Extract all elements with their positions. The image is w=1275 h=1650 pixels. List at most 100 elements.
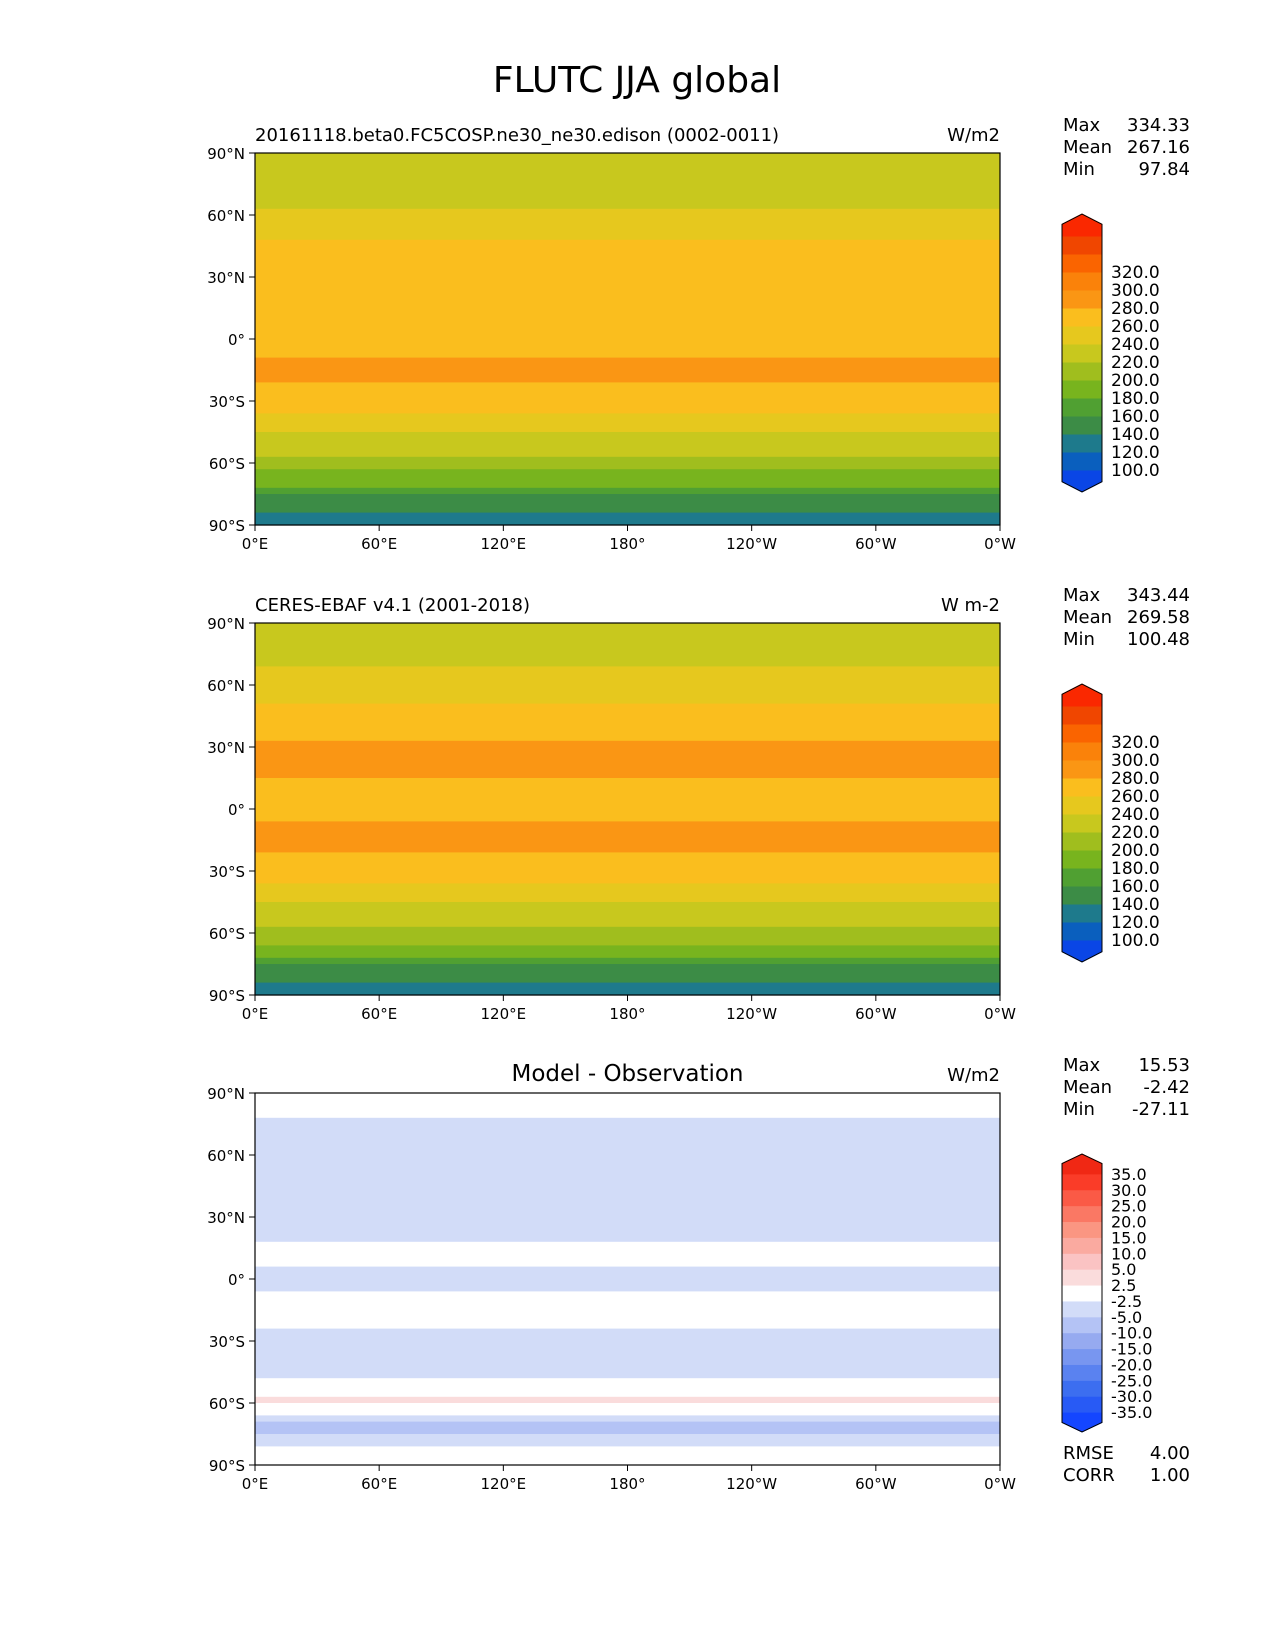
map-band [255, 1241, 1000, 1249]
colorbar-swatch [1062, 1396, 1102, 1413]
map-band [255, 159, 1000, 166]
map-band [255, 277, 1000, 284]
map-band [255, 1272, 1000, 1280]
colorbar-swatch [1062, 1253, 1102, 1270]
colorbar-tick-label: 5.0 [1111, 1260, 1136, 1279]
colorbar-swatch [1062, 760, 1102, 779]
map-band [255, 1403, 1000, 1410]
map-band [255, 635, 1000, 643]
y-tick-label: 30°N [207, 739, 245, 757]
map-band [255, 926, 1000, 934]
colorbar-swatch [1062, 380, 1102, 399]
map-band [255, 202, 1000, 210]
map-band [255, 1248, 1000, 1255]
map-band [255, 438, 1000, 445]
panel-3: Model - Observation W/m2 90°N 60°N 30°N 0° 30°… [207, 1055, 1190, 1493]
stat-label: Min [1063, 159, 1095, 180]
map-band [255, 289, 1000, 297]
panel-units: W m-2 [941, 595, 1000, 616]
map-band [255, 425, 1000, 433]
map-band [255, 363, 1000, 371]
x-tick-label: 120°W [726, 1475, 777, 1493]
y-tick-label: 30°N [207, 269, 245, 287]
colorbar-swatch [1061, 469, 1103, 493]
x-tick-label: 0°W [984, 1005, 1016, 1023]
colorbar-swatch [1062, 344, 1102, 363]
map-band [255, 1279, 1000, 1286]
map-band [255, 153, 1000, 160]
map-band [255, 883, 1000, 891]
map-band [255, 1415, 1000, 1423]
map-band [255, 1254, 1000, 1261]
x-tick-label: 0°E [242, 1005, 269, 1023]
map-band [255, 988, 1000, 996]
map-band [255, 1384, 1000, 1392]
map-band [255, 1310, 1000, 1317]
colorbar-tick-label: 20.0 [1111, 1213, 1147, 1232]
map-band [255, 1179, 1000, 1187]
map-band [255, 1111, 1000, 1119]
colorbar-swatch [1062, 796, 1102, 815]
y-tick-label: 60°S [209, 455, 245, 473]
x-tick-label: 60°W [855, 1475, 897, 1493]
map-band [255, 1117, 1000, 1125]
y-tick-label: 60°N [207, 1147, 245, 1165]
colorbar-tick-label: 30.0 [1111, 1181, 1147, 1200]
map-band [255, 784, 1000, 791]
panel-title-left: CERES-EBAF v4.1 (2001-2018) [255, 595, 530, 616]
map-band [255, 1142, 1000, 1150]
colorbar-tick-label: 140.0 [1111, 895, 1160, 915]
x-tick-label: 120°E [481, 1475, 527, 1493]
x-tick-label: 180° [609, 1005, 645, 1023]
map-band [255, 964, 1000, 971]
x-tick-label: 0°E [242, 1475, 269, 1493]
map-band [255, 388, 1000, 396]
stat-label: Min [1063, 1099, 1095, 1120]
x-tick-label: 0°E [242, 535, 269, 553]
map-band [255, 469, 1000, 476]
map-band [255, 1353, 1000, 1361]
x-tick-label: 180° [609, 1475, 645, 1493]
map-band [255, 827, 1000, 835]
map-band [255, 951, 1000, 959]
map-band [255, 957, 1000, 965]
map-band [255, 678, 1000, 686]
colorbar-swatch [1062, 904, 1102, 923]
colorbar-tick-label: -15.0 [1111, 1340, 1152, 1359]
colorbar-tick-label: -2.5 [1111, 1292, 1142, 1311]
map-band [255, 1186, 1000, 1193]
colorbar-swatch [1062, 1364, 1102, 1381]
map-band [255, 833, 1000, 841]
colorbar-swatch [1062, 1380, 1102, 1397]
map-band [255, 1235, 1000, 1243]
colorbar-swatch [1062, 886, 1102, 905]
colorbar: -35.0-30.0-25.0-20.0-15.0-10.0-5.0-2.52.… [1061, 1153, 1152, 1433]
colorbar-tick-label: 100.0 [1111, 931, 1160, 951]
colorbar-swatch [1062, 1189, 1102, 1207]
colorbar-tick-label: -25.0 [1111, 1371, 1152, 1390]
colorbar-tick-label: -20.0 [1111, 1355, 1152, 1374]
map-band [255, 1458, 1000, 1466]
y-tick-label: 90°S [209, 1457, 245, 1475]
map-band [255, 283, 1000, 290]
colorbar-tick-label: 15.0 [1111, 1228, 1147, 1247]
map-band [255, 481, 1000, 489]
map-band [255, 1303, 1000, 1311]
colorbar-tick-label: 160.0 [1111, 877, 1160, 897]
x-tick-label: 60°E [361, 1005, 397, 1023]
y-tick-label: 90°S [209, 987, 245, 1005]
map-band [255, 1409, 1000, 1416]
colorbar-swatch [1061, 1411, 1103, 1433]
map-band [255, 654, 1000, 661]
map-band [255, 1322, 1000, 1330]
colorbar-tick-label: -5.0 [1111, 1308, 1142, 1327]
map-band [255, 1204, 1000, 1212]
map-band [255, 846, 1000, 853]
map-band [255, 239, 1000, 247]
extra-stat-label: CORR [1063, 1465, 1115, 1486]
map-band [255, 728, 1000, 736]
colorbar-tick-label: 35.0 [1111, 1165, 1147, 1184]
extra-stat-value: 4.00 [1150, 1443, 1190, 1464]
y-tick-label: 30°N [207, 1209, 245, 1227]
panels: 20161118.beta0.FC5COSP.ne30_ne30.edison … [207, 115, 1190, 1493]
